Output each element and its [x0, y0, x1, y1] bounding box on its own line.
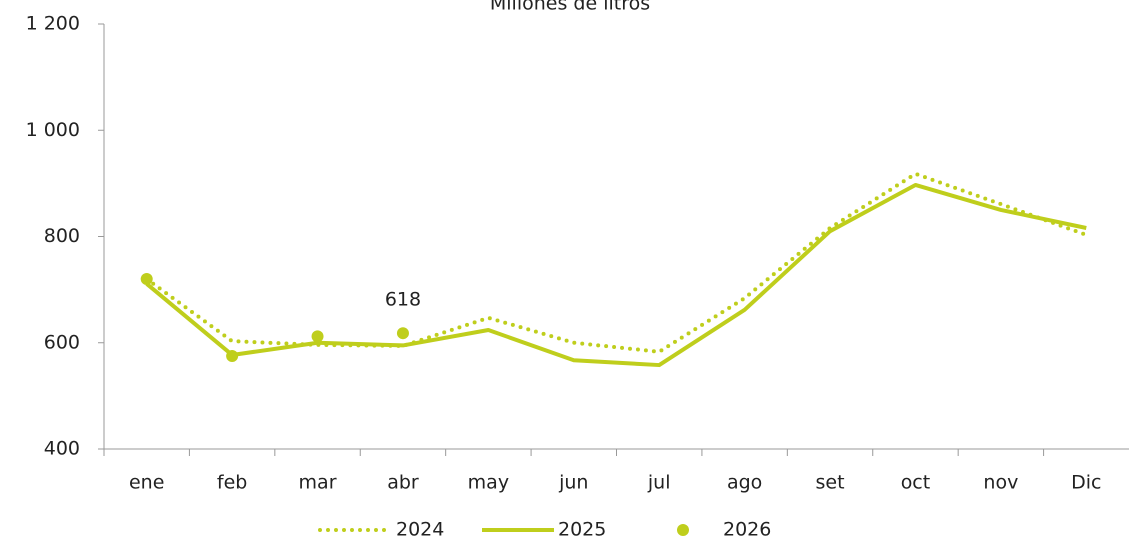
- data-label: 618: [385, 289, 421, 311]
- legend-swatch: [677, 524, 689, 536]
- x-tick-label: feb: [217, 472, 247, 494]
- legend-label: 2025: [558, 519, 606, 541]
- x-tick-label: set: [816, 472, 845, 494]
- data-point: [226, 350, 239, 363]
- data-point: [140, 273, 153, 285]
- chart-title: Millones de litros: [490, 0, 650, 15]
- data-point: [311, 330, 324, 343]
- series-line: [144, 171, 1089, 354]
- y-tick-label: 800: [44, 225, 80, 247]
- x-tick-label: may: [468, 472, 509, 494]
- series-line: [145, 182, 1087, 368]
- data-point: [396, 327, 409, 340]
- x-tick-label: abr: [387, 472, 419, 494]
- x-tick-label: oct: [901, 472, 931, 494]
- legend-label: 2026: [723, 519, 771, 541]
- x-tick-label: ago: [727, 472, 762, 494]
- y-tick-label: 1 000: [26, 119, 80, 141]
- y-tick-label: 600: [44, 331, 80, 353]
- legend-label: 2024: [396, 519, 444, 541]
- y-tick-label: 400: [44, 438, 80, 460]
- y-tick-label: 1 200: [26, 13, 80, 35]
- x-tick-label: nov: [983, 472, 1018, 494]
- x-tick-label: ene: [129, 472, 164, 494]
- x-tick-label: Dic: [1071, 472, 1101, 494]
- x-tick-label: jul: [647, 472, 671, 494]
- x-tick-label: mar: [299, 472, 337, 494]
- x-tick-label: jun: [558, 472, 588, 494]
